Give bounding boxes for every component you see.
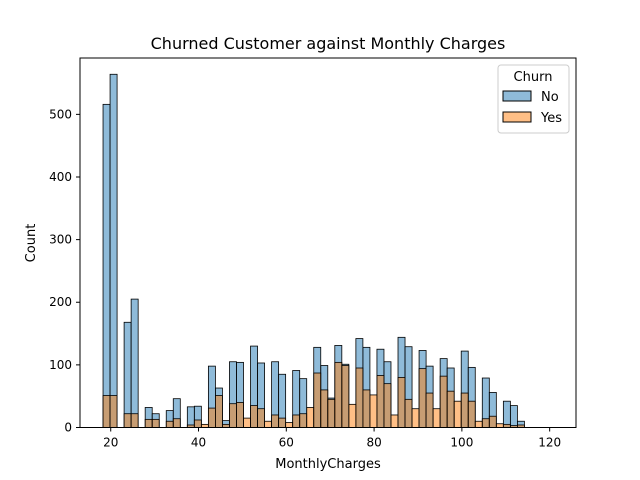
legend-swatch-no — [502, 90, 532, 102]
x-tick-label: 60 — [279, 436, 294, 450]
legend-label-no: No — [541, 90, 559, 105]
bar-yes-34 — [341, 365, 350, 428]
bar-yes-21 — [250, 405, 258, 428]
x-axis-label: MonthlyCharges — [275, 457, 381, 472]
bar-yes-29 — [306, 407, 315, 428]
bar-yes-45 — [418, 368, 427, 428]
bar-yes-30 — [313, 372, 322, 428]
bar-yes-32 — [327, 398, 336, 428]
bar-yes-47 — [432, 408, 441, 428]
bar-yes-26 — [285, 422, 294, 428]
bar-yes-37 — [362, 389, 371, 428]
legend: Churn No Yes — [497, 64, 570, 134]
x-tick-label: 40 — [191, 436, 206, 450]
bar-yes-44 — [411, 408, 420, 428]
chart-title: Churned Customer against Monthly Charges — [151, 34, 506, 53]
bar-yes-33 — [334, 361, 343, 428]
bar-yes-51 — [460, 392, 469, 428]
bar-no-57 — [502, 400, 511, 428]
bar-yes-41 — [390, 414, 399, 428]
bar-no-4 — [130, 298, 139, 428]
bar-yes-48 — [439, 375, 448, 428]
bar-yes-56 — [495, 423, 504, 428]
bar-yes-28 — [299, 413, 308, 428]
legend-title: Churn — [514, 70, 553, 85]
x-tick-label: 100 — [450, 436, 473, 450]
legend-label-yes: Yes — [540, 111, 562, 126]
y-axis-ticks: 0 100 200 300 400 500 — [49, 107, 80, 435]
bar-yes-50 — [453, 400, 462, 428]
bar-yes-25 — [278, 417, 287, 428]
x-tick-label: 80 — [366, 436, 381, 450]
bar-yes-55 — [488, 415, 497, 428]
y-tick-label: 400 — [49, 170, 72, 184]
bar-yes-38 — [369, 394, 378, 428]
plot-frame — [79, 57, 577, 428]
bar-yes-20 — [243, 417, 251, 428]
bar-yes-16 — [215, 395, 223, 428]
bar-yes-39 — [376, 375, 385, 428]
bar-yes-19 — [236, 402, 244, 428]
bar-yes-3 — [123, 413, 132, 428]
y-tick-label: 100 — [49, 358, 72, 372]
bar-yes-46 — [425, 392, 434, 428]
bar-yes-49 — [446, 390, 455, 428]
y-tick-label: 0 — [64, 421, 72, 435]
y-tick-label: 300 — [49, 233, 72, 247]
bar-yes-42 — [397, 376, 406, 428]
bar-yes-53 — [474, 420, 483, 428]
y-tick-label: 200 — [49, 295, 72, 309]
bar-no-12 — [186, 406, 195, 428]
bar-no-0 — [102, 103, 111, 428]
bar-yes-35 — [348, 403, 357, 428]
bar-yes-0 — [102, 395, 111, 428]
bar-yes-54 — [481, 418, 490, 428]
bar-yes-22 — [257, 408, 265, 428]
y-axis-label: Count — [24, 224, 39, 263]
bar-yes-13 — [193, 419, 202, 428]
x-tick-label: 120 — [538, 436, 561, 450]
bar-yes-10 — [172, 418, 181, 428]
bar-yes-27 — [292, 414, 301, 428]
bar-yes-6 — [144, 418, 153, 428]
bar-no-58 — [509, 405, 518, 428]
legend-swatch-yes — [502, 111, 532, 123]
y-tick-label: 500 — [49, 107, 72, 121]
bar-yes-23 — [264, 420, 272, 428]
x-tick-label: 20 — [103, 436, 118, 450]
bar-no-1 — [109, 73, 118, 428]
bar-yes-4 — [130, 413, 139, 428]
bar-yes-36 — [355, 367, 364, 428]
bar-no-3 — [123, 321, 132, 428]
bar-yes-52 — [467, 400, 476, 428]
bar-yes-9 — [165, 420, 174, 428]
bar-yes-43 — [404, 398, 413, 428]
bar-yes-7 — [151, 418, 160, 428]
bar-yes-18 — [229, 403, 237, 428]
bar-yes-40 — [383, 383, 392, 428]
bar-yes-31 — [320, 389, 329, 428]
bar-yes-1 — [109, 395, 118, 428]
bar-yes-24 — [271, 414, 280, 428]
x-axis-ticks: 20 40 60 80 100 120 — [103, 427, 561, 450]
bar-yes-15 — [207, 407, 216, 428]
